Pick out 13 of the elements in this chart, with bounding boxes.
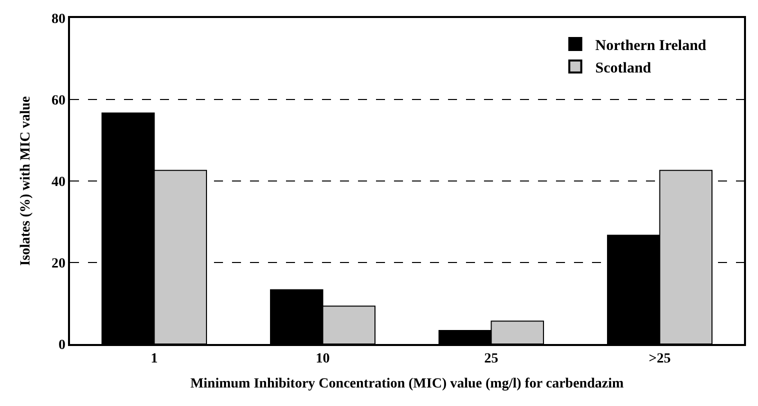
x-tick-label: >25 bbox=[648, 352, 671, 367]
legend-label: Northern Ireland bbox=[595, 38, 707, 54]
y-tick-label: 60 bbox=[51, 93, 66, 108]
x-tick-label: 25 bbox=[484, 352, 498, 367]
x-axis-title: Minimum Inhibitory Concentration (MIC) value (mg/l) for carbendazim bbox=[190, 376, 624, 392]
y-tick-label: 20 bbox=[51, 256, 66, 272]
y-tick-label: 80 bbox=[51, 12, 66, 27]
x-tick-label: 1 bbox=[150, 352, 158, 367]
legend-label: Scotland bbox=[595, 60, 652, 76]
y-axis-title: Isolates (%) with MIC value bbox=[18, 96, 34, 266]
y-tick-label: 0 bbox=[58, 338, 66, 353]
y-tick-label: 40 bbox=[51, 174, 66, 190]
x-tick-label: 10 bbox=[316, 352, 330, 367]
